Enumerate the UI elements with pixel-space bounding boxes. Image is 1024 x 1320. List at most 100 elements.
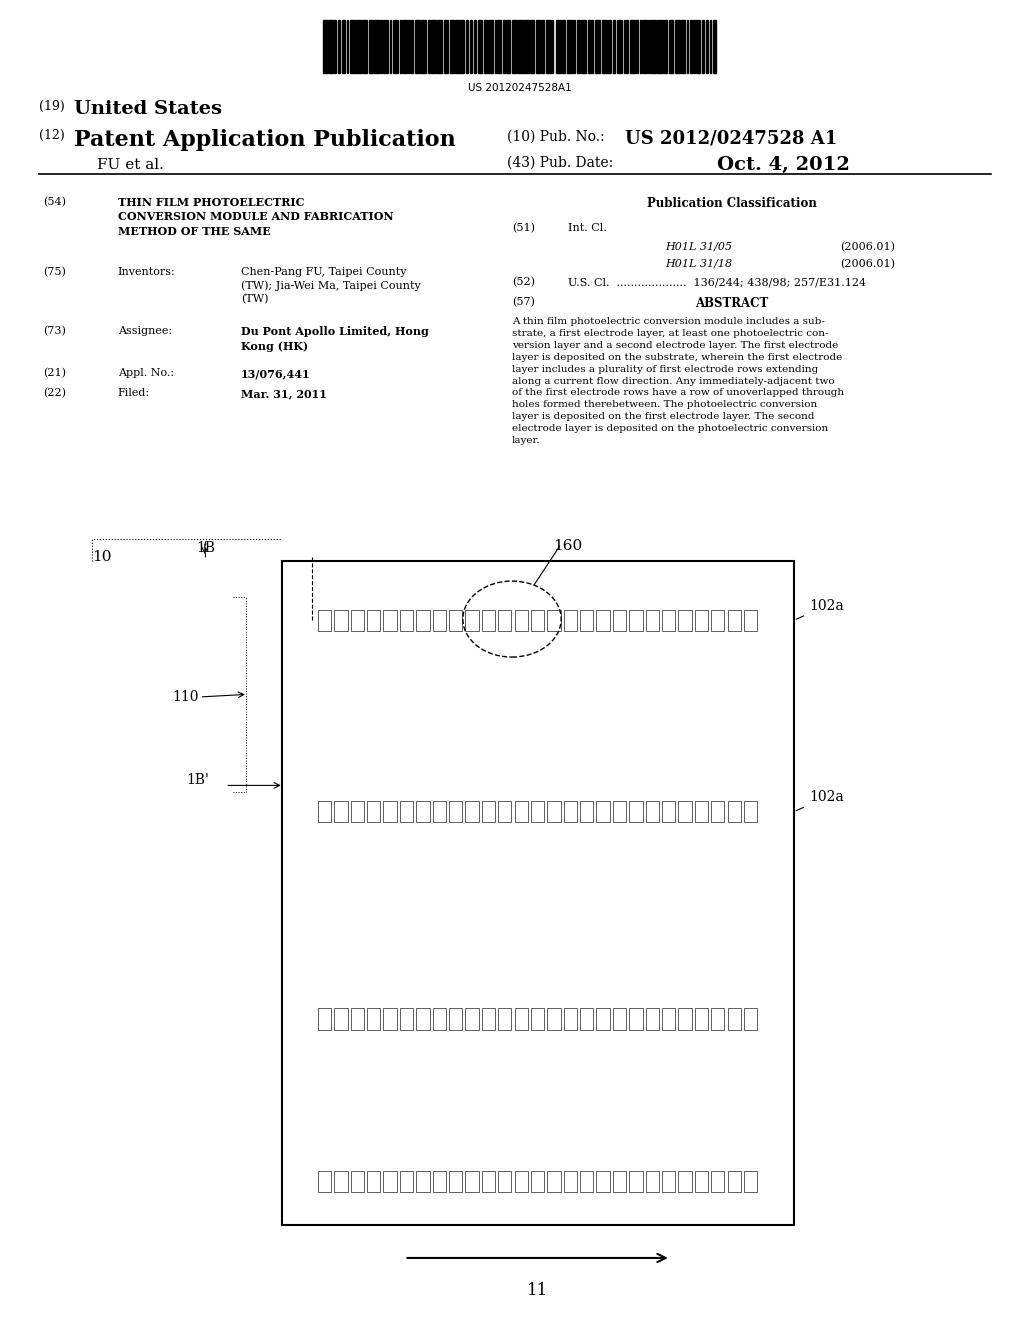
Bar (350, 20, 355, 73)
Bar (595, 20, 599, 73)
Text: 1B': 1B' (186, 774, 209, 787)
Bar (646, 1008, 659, 1030)
Bar (390, 20, 391, 73)
Bar (566, 20, 571, 73)
Text: (10) Pub. No.:: (10) Pub. No.: (507, 129, 604, 144)
Bar (369, 20, 373, 73)
Bar (727, 610, 741, 631)
Bar (330, 20, 334, 73)
Bar (629, 1008, 643, 1030)
Text: Mar. 31, 2011: Mar. 31, 2011 (241, 388, 327, 399)
Bar (711, 1171, 725, 1192)
Bar (624, 20, 625, 73)
Bar (675, 20, 680, 73)
Bar (399, 1008, 414, 1030)
Bar (334, 610, 348, 631)
Bar (488, 20, 493, 73)
Bar (334, 1171, 348, 1192)
Bar (282, 561, 794, 1225)
Bar (383, 20, 385, 73)
Bar (518, 20, 523, 73)
Text: US 2012/0247528 A1: US 2012/0247528 A1 (625, 129, 837, 148)
Bar (514, 1171, 528, 1192)
Bar (689, 20, 691, 73)
Text: Inventors:: Inventors: (118, 267, 175, 277)
Bar (743, 801, 758, 822)
Bar (530, 1008, 545, 1030)
Bar (547, 1171, 561, 1192)
Text: (52): (52) (512, 277, 535, 288)
Bar (636, 20, 638, 73)
Bar (743, 610, 758, 631)
Bar (514, 610, 528, 631)
Bar (530, 1171, 545, 1192)
Bar (431, 20, 436, 73)
Bar (711, 610, 725, 631)
Bar (421, 20, 426, 73)
Bar (428, 20, 430, 73)
Bar (495, 20, 497, 73)
Bar (572, 20, 574, 73)
Bar (512, 20, 517, 73)
Bar (727, 1008, 741, 1030)
Bar (678, 610, 692, 631)
Bar (693, 20, 694, 73)
Bar (334, 1008, 348, 1030)
Text: Appl. No.:: Appl. No.: (118, 368, 174, 379)
Bar (552, 20, 553, 73)
Bar (596, 801, 610, 822)
Bar (399, 610, 414, 631)
Text: 13/076,441: 13/076,441 (241, 368, 310, 379)
Bar (482, 801, 496, 822)
Bar (663, 801, 676, 822)
Bar (400, 20, 402, 73)
Bar (530, 20, 534, 73)
Bar (710, 20, 711, 73)
Bar (450, 20, 454, 73)
Bar (686, 20, 688, 73)
Bar (711, 801, 725, 822)
Bar (577, 20, 580, 73)
Bar (646, 610, 659, 631)
Bar (630, 20, 635, 73)
Text: United States: United States (74, 100, 222, 119)
Bar (562, 20, 565, 73)
Bar (374, 20, 379, 73)
Bar (498, 20, 502, 73)
Bar (608, 20, 611, 73)
Text: 10: 10 (92, 550, 112, 565)
Bar (580, 1008, 594, 1030)
Bar (678, 1008, 692, 1030)
Bar (317, 610, 332, 631)
Bar (386, 20, 388, 73)
Bar (415, 20, 420, 73)
Text: THIN FILM PHOTOELECTRIC
CONVERSION MODULE AND FABRICATION
METHOD OF THE SAME: THIN FILM PHOTOELECTRIC CONVERSION MODUL… (118, 197, 393, 236)
Bar (432, 1171, 446, 1192)
Bar (478, 20, 482, 73)
Bar (616, 20, 622, 73)
Bar (646, 1171, 659, 1192)
Text: Filed:: Filed: (118, 388, 150, 399)
Bar (547, 610, 561, 631)
Text: (57): (57) (512, 297, 535, 308)
Bar (403, 20, 408, 73)
Text: FU et al.: FU et al. (97, 158, 164, 173)
Bar (317, 1171, 332, 1192)
Bar (367, 610, 381, 631)
Bar (317, 1008, 332, 1030)
Text: Patent Application Publication: Patent Application Publication (74, 129, 456, 152)
Text: (54): (54) (43, 197, 66, 207)
Text: (12): (12) (39, 129, 65, 143)
Text: Publication Classification: Publication Classification (647, 197, 817, 210)
Text: (75): (75) (43, 267, 66, 277)
Bar (612, 20, 614, 73)
Bar (713, 20, 716, 73)
Bar (514, 801, 528, 822)
Bar (383, 610, 397, 631)
Bar (743, 1171, 758, 1192)
Bar (449, 801, 463, 822)
Bar (581, 20, 586, 73)
Text: (51): (51) (512, 223, 535, 234)
Bar (651, 20, 656, 73)
Bar (612, 801, 627, 822)
